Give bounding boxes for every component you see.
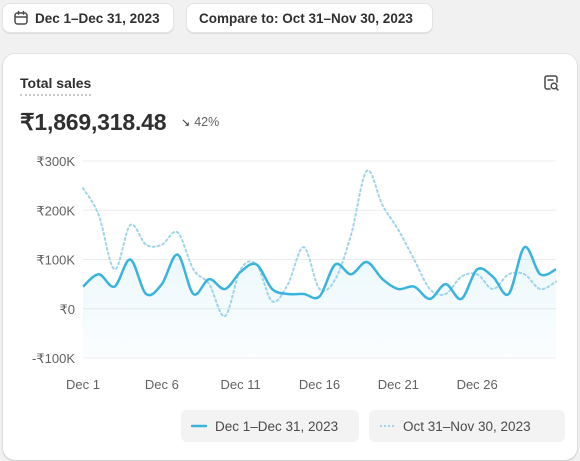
y-tick-label: ₹200K	[36, 203, 75, 218]
solid-line-swatch	[191, 424, 207, 428]
series-line-current	[82, 245, 557, 301]
x-tick-label: Dec 11	[221, 377, 261, 392]
card-title[interactable]: Total sales	[20, 75, 92, 96]
y-tick-label: ₹100K	[36, 253, 75, 268]
x-tick-label: Dec 6	[145, 377, 179, 392]
y-tick-label: -₹100K	[32, 351, 75, 366]
total-sales-card: Total sales ₹1,869,318.48 ↘ 42% ₹300K ₹20…	[3, 54, 577, 460]
explore-report-icon[interactable]	[542, 74, 560, 92]
calendar-icon	[14, 10, 28, 25]
compare-period-label: Compare to: Oct 31–Nov 30, 2023	[199, 10, 413, 26]
series-area-current	[83, 246, 556, 358]
x-tick-label: Dec 26	[457, 377, 498, 392]
legend-label-current: Dec 1–Dec 31, 2023	[215, 418, 339, 434]
x-tick-label: Dec 21	[378, 377, 419, 392]
legend-item-compare[interactable]: Oct 31–Nov 30, 2023	[369, 410, 565, 442]
compare-period-button[interactable]: Compare to: Oct 31–Nov 30, 2023	[186, 3, 433, 33]
x-tick-label: Dec 16	[299, 377, 340, 392]
date-range-label: Dec 1–Dec 31, 2023	[35, 10, 160, 26]
series-line-compare	[82, 169, 557, 318]
sales-line-chart: ₹300K ₹200K ₹100K ₹0 -₹100K Dec 1 Dec 6 Dec 11 D…	[32, 154, 557, 392]
y-tick-label: ₹300K	[36, 154, 75, 169]
total-sales-value: ₹1,869,318.48	[20, 109, 167, 135]
percent-change-value: 42%	[194, 115, 220, 129]
percent-change: ↘ 42%	[181, 115, 219, 129]
legend-item-current[interactable]: Dec 1–Dec 31, 2023	[181, 410, 359, 442]
trend-down-icon: ↘	[181, 116, 191, 129]
legend-label-compare: Oct 31–Nov 30, 2023	[403, 418, 531, 434]
y-tick-label: ₹0	[59, 302, 75, 317]
date-range-button[interactable]: Dec 1–Dec 31, 2023	[2, 3, 174, 33]
dotted-line-swatch	[380, 425, 394, 427]
x-tick-label: Dec 1	[66, 377, 100, 392]
